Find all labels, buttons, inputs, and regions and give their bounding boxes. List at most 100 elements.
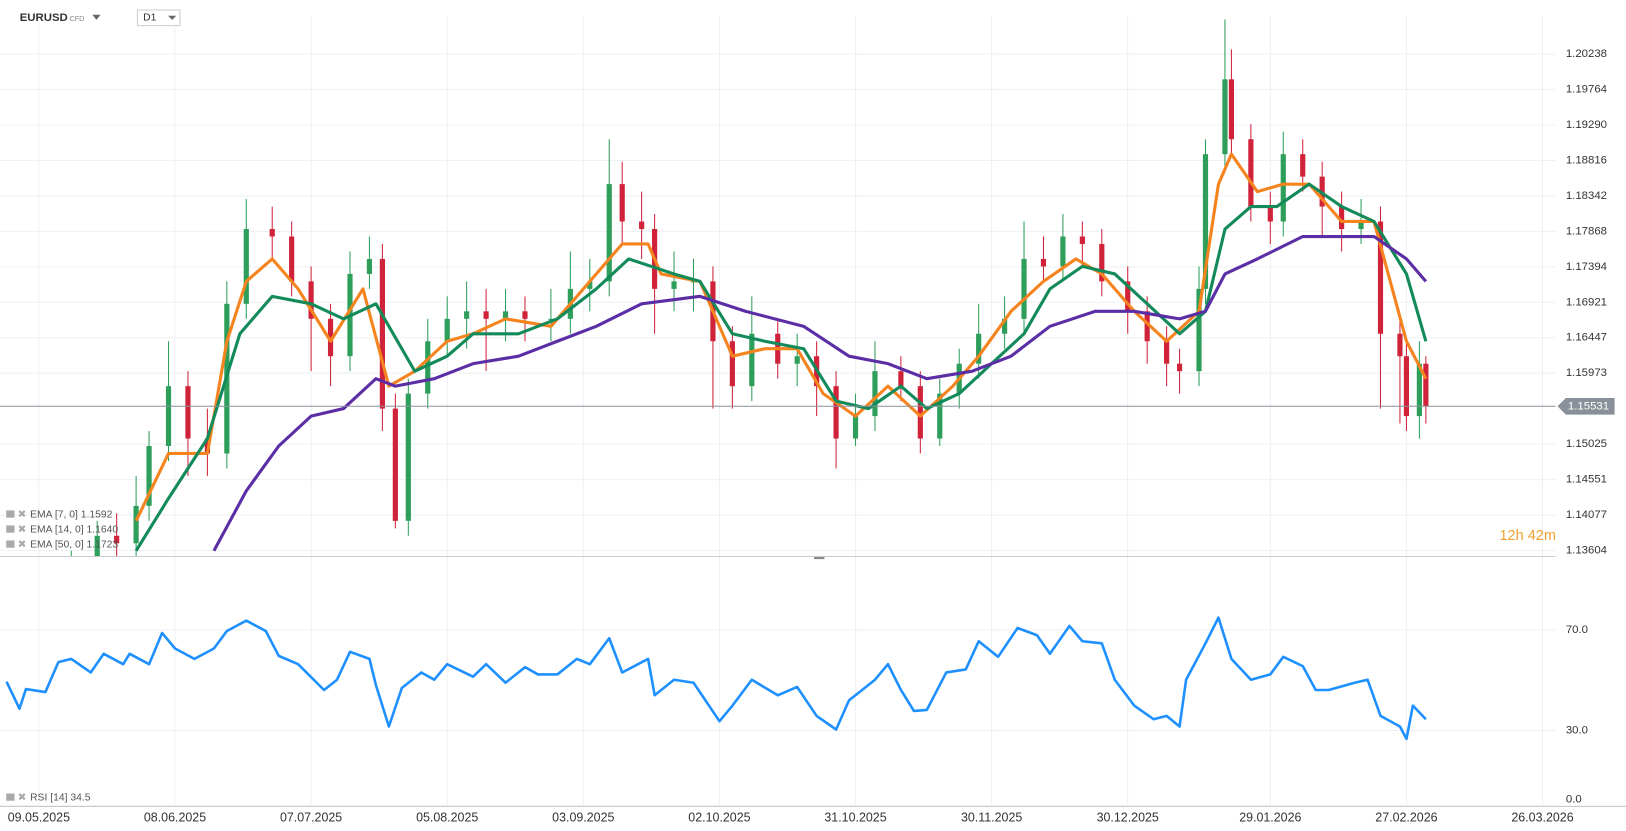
- legend-close[interactable]: ✖: [18, 524, 27, 535]
- y-tick-label: 1.16921: [1566, 296, 1607, 308]
- y-tick-label: 1.18816: [1566, 154, 1607, 166]
- x-tick-label: 07.07.2025: [280, 811, 342, 825]
- y-tick-label: 1.17868: [1566, 225, 1607, 237]
- market: CFD: [69, 14, 84, 23]
- x-tick-label: 26.03.2026: [1511, 811, 1573, 825]
- timeframe[interactable]: D1: [143, 13, 156, 24]
- candle-body: [898, 371, 904, 387]
- candle-body: [917, 386, 923, 439]
- candle-body: [289, 236, 295, 282]
- candle-body: [425, 341, 431, 394]
- y-tick-label: 1.17394: [1566, 261, 1607, 273]
- candle-body: [114, 535, 120, 544]
- candle-body: [379, 258, 385, 409]
- y-tick-label: 30.0: [1566, 725, 1588, 737]
- timeframe-box[interactable]: [136, 9, 181, 27]
- candle-body: [548, 318, 554, 320]
- y-tick-label: 1.19764: [1566, 84, 1607, 96]
- candle-body: [146, 446, 152, 506]
- legend-entry: EMA [14, 0] 1.1640: [30, 524, 118, 535]
- candle-body: [937, 393, 943, 439]
- candle-body: [327, 318, 334, 357]
- candle-body: [69, 566, 74, 588]
- candle-body: [1001, 318, 1008, 334]
- legend-entry: RSI [14] 34.5: [30, 792, 91, 803]
- symbol[interactable]: EURUSD: [20, 12, 68, 24]
- candle-body: [502, 311, 509, 319]
- x-tick-label: 31.10.2025: [824, 811, 886, 825]
- candle-body: [1397, 333, 1403, 357]
- candle-body: [133, 505, 139, 544]
- x-tick-label: 05.08.2025: [416, 811, 478, 825]
- candle-body: [671, 281, 677, 289]
- legend-close[interactable]: ✖: [18, 509, 27, 520]
- legend-swatch[interactable]: [6, 525, 15, 533]
- candle-body: [1248, 139, 1254, 207]
- candle-body: [1164, 341, 1170, 364]
- candle-body: [405, 393, 411, 521]
- countdown: 12h 42m: [1499, 528, 1555, 544]
- candle-body: [1176, 363, 1183, 372]
- candle-body: [1222, 79, 1228, 155]
- legend-close[interactable]: ✖: [18, 539, 27, 550]
- candle-body: [976, 333, 982, 364]
- timeframe-dropdown[interactable]: [167, 15, 177, 20]
- candle-body: [1280, 154, 1286, 222]
- legend-close[interactable]: ✖: [18, 792, 27, 803]
- candle-body: [606, 184, 612, 282]
- y-tick-label: 1.20238: [1566, 48, 1607, 60]
- candle-body: [794, 356, 800, 364]
- legend-swatch[interactable]: [6, 540, 15, 548]
- candle-body: [1416, 363, 1422, 417]
- candle-body: [587, 281, 593, 289]
- candle-body: [1403, 356, 1410, 417]
- candle-body: [1079, 236, 1085, 244]
- legend-swatch[interactable]: [6, 793, 15, 801]
- candle-body: [1021, 258, 1027, 319]
- candle-body: [1300, 154, 1306, 177]
- candle-body: [1377, 221, 1384, 334]
- candle-body: [1202, 154, 1209, 289]
- candle-body: [483, 311, 489, 319]
- candle-body: [269, 229, 275, 237]
- candle-body: [392, 408, 398, 521]
- candle-body: [1060, 236, 1066, 267]
- y-tick-label: 1.18342: [1566, 190, 1607, 202]
- rsi-line: [5, 616, 1427, 741]
- candle-body: [729, 341, 735, 387]
- y-tick-label: 0.0: [1566, 794, 1582, 806]
- candle-body: [749, 333, 755, 387]
- candle-body: [833, 386, 839, 439]
- candle-body: [1267, 206, 1273, 222]
- candle-body: [1125, 281, 1131, 312]
- candle-body: [1339, 206, 1345, 230]
- candle-body: [1358, 221, 1364, 230]
- candle-body: [1040, 258, 1047, 267]
- y-tick-label: 1.14077: [1566, 509, 1607, 521]
- candle-body: [366, 258, 373, 274]
- candle-body: [872, 371, 878, 417]
- y-tick-label: 1.15973: [1566, 367, 1607, 379]
- candle-body: [444, 318, 450, 342]
- current-price-label: 1.15531: [1568, 400, 1609, 412]
- candle-body: [522, 311, 528, 319]
- y-tick-label: 70.0: [1566, 624, 1588, 636]
- y-tick-label: 1.15025: [1566, 438, 1607, 450]
- candle-body: [619, 184, 625, 222]
- ema-line: [212, 234, 1428, 552]
- candle-body: [308, 281, 314, 319]
- candle-body: [165, 386, 172, 447]
- x-tick-label: 02.10.2025: [688, 811, 750, 825]
- candle-body: [185, 386, 191, 439]
- symbol-dropdown[interactable]: [92, 14, 101, 20]
- y-tick-label: 1.13604: [1566, 544, 1607, 556]
- ema-line: [134, 182, 1428, 552]
- y-tick-label: 1.19290: [1566, 119, 1607, 131]
- y-tick-label: 1.16447: [1566, 332, 1607, 344]
- candle-body: [1099, 243, 1105, 282]
- legend-swatch[interactable]: [6, 510, 15, 518]
- candle-body: [464, 311, 470, 319]
- current-price-tag: [1557, 397, 1615, 415]
- candle-body: [852, 416, 859, 439]
